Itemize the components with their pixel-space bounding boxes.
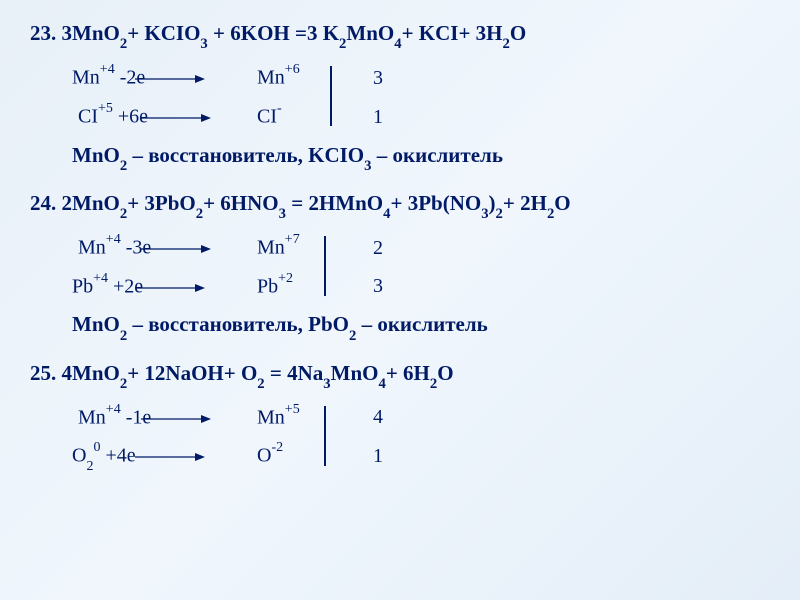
half-right: Pb+2 — [257, 271, 325, 302]
half-reaction-row: Mn+4 -3e Mn+7 2 — [30, 232, 770, 263]
arrow-icon — [141, 408, 211, 428]
arrow-icon — [135, 446, 205, 466]
half-reaction-row: Mn+4 -1e Mn+5 4 — [30, 402, 770, 433]
coefficient: 2 — [363, 233, 393, 263]
half-right: Mn+5 — [257, 402, 325, 433]
problem-number: 25. — [30, 361, 56, 385]
half-reaction-row: CI+5 +6e CI- 1 — [30, 101, 770, 132]
half-reaction-row: O20 +4e O-2 1 — [30, 440, 770, 474]
half-right: Mn+7 — [257, 232, 325, 263]
arrow-icon — [135, 277, 205, 297]
half-right: CI- — [257, 101, 325, 132]
chemistry-problems: 23. 3MnO2+ KCIO3 + 6KOH =3 K2MnO4+ KCI+ … — [0, 0, 800, 492]
problem-number: 23. — [30, 21, 56, 45]
arrow-icon — [141, 107, 211, 127]
equation-text: 2MnO2+ 3PbO2+ 6HNO3 = 2HMnO4+ 3Pb(NO3)2+… — [62, 191, 571, 215]
coefficient: 3 — [363, 271, 393, 301]
equation-text: 4MnO2+ 12NaOH+ O2 = 4Na3MnO4+ 6H2O — [62, 361, 454, 385]
problem-number: 24. — [30, 191, 56, 215]
coefficient: 4 — [363, 402, 393, 432]
redox-note: MnO2 – восстановитель, KCIO3 – окислител… — [30, 140, 770, 174]
equation-text: 3MnO2+ KCIO3 + 6KOH =3 K2MnO4+ KCI+ 3H2O — [62, 21, 527, 45]
problem-25-equation: 25. 4MnO2+ 12NaOH+ O2 = 4Na3MnO4+ 6H2O — [30, 358, 770, 392]
redox-note: MnO2 – восстановитель, PbO2 – окислитель — [30, 309, 770, 343]
problem-24-equation: 24. 2MnO2+ 3PbO2+ 6HNO3 = 2HMnO4+ 3Pb(NO… — [30, 188, 770, 222]
half-right: O-2 — [257, 440, 325, 471]
arrow-icon — [141, 238, 211, 258]
half-reaction-row: Pb+4 +2e Pb+2 3 — [30, 271, 770, 302]
half-right: Mn+6 — [257, 62, 325, 93]
coefficient: 1 — [363, 102, 393, 132]
problem-23-equation: 23. 3MnO2+ KCIO3 + 6KOH =3 K2MnO4+ KCI+ … — [30, 18, 770, 52]
arrow-icon — [135, 68, 205, 88]
coefficient: 1 — [363, 441, 393, 471]
coefficient: 3 — [363, 63, 393, 93]
half-reaction-row: Mn+4 -2e Mn+6 3 — [30, 62, 770, 93]
